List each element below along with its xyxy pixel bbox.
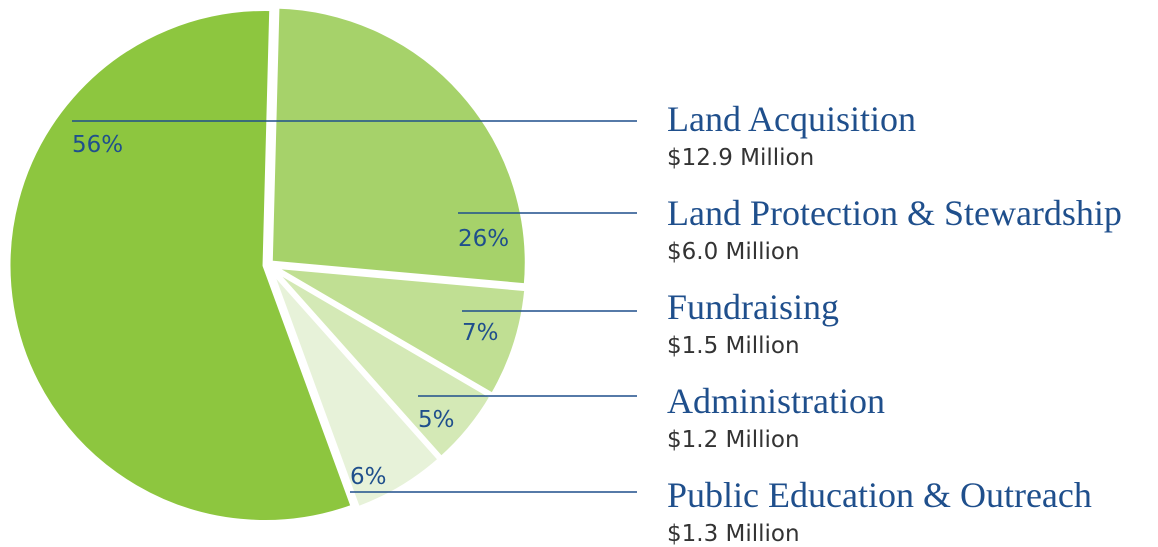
pie-slice-public-education-outreach: [267, 265, 444, 512]
legend-label-land-protection-stewardship: Land Protection & Stewardship: [667, 193, 1122, 233]
legend-label-administration: Administration: [667, 381, 885, 421]
percent-label-fundraising: 7%: [462, 320, 499, 346]
legend-amount-administration: $1.2 Million: [667, 427, 800, 453]
legend-label-fundraising: Fundraising: [667, 287, 839, 327]
pie-slice-land-protection-stewardship: [267, 3, 530, 289]
pie-slice-land-acquisition: [5, 6, 356, 525]
percent-label-public-education-outreach: 6%: [350, 464, 387, 490]
pie-slice-fundraising: [268, 263, 530, 399]
legend-label-land-acquisition: Land Acquisition: [667, 99, 916, 139]
percent-label-land-acquisition: 56%: [72, 132, 123, 158]
legend-amount-fundraising: $1.5 Million: [667, 333, 800, 359]
percent-label-administration: 5%: [418, 407, 455, 433]
legend-amount-land-acquisition: $12.9 Million: [667, 145, 814, 171]
percent-label-land-protection-stewardship: 26%: [458, 226, 509, 252]
legend-amount-public-education-outreach: $1.3 Million: [667, 521, 800, 547]
legend-amount-land-protection-stewardship: $6.0 Million: [667, 239, 800, 265]
legend-label-public-education-outreach: Public Education & Outreach: [667, 475, 1092, 515]
